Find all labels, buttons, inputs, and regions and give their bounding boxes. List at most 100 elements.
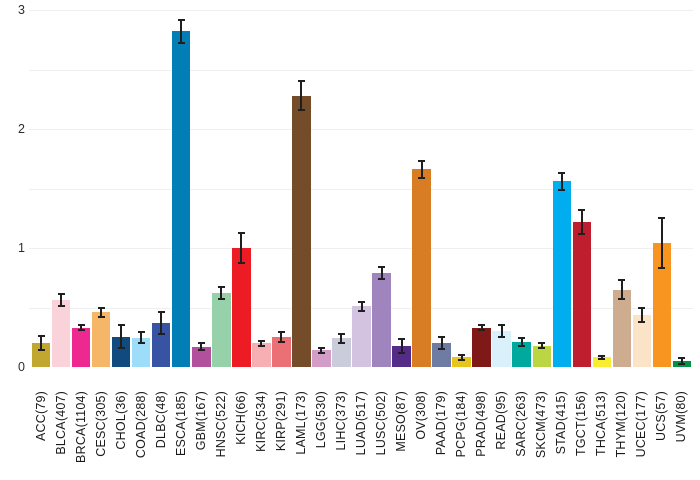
- bar-SKCM(473): [532, 345, 552, 367]
- error-bar-cap: [277, 331, 285, 334]
- x-tick-label: GBM(167): [193, 391, 208, 451]
- error-bar-stem: [420, 161, 423, 178]
- error-bar-stem: [280, 332, 283, 342]
- error-bar-cap: [257, 344, 265, 347]
- error-bar-cap: [598, 358, 606, 361]
- error-bar-cap: [618, 298, 626, 301]
- x-tick-label: LGG(530): [313, 391, 328, 449]
- x-tick-label: LAML(173): [293, 391, 308, 455]
- x-tick-label: CESC(305): [93, 391, 108, 457]
- error-bar-cap: [117, 346, 125, 349]
- error-bar-cap: [97, 306, 105, 309]
- gridline: [29, 69, 693, 71]
- bar-GBM(167): [192, 346, 211, 367]
- error-bar-cap: [498, 336, 506, 339]
- x-tick-label: BRCA(1104): [73, 391, 88, 463]
- error-bar-cap: [157, 311, 165, 314]
- error-bar-cap: [398, 338, 406, 341]
- error-bar-stem: [460, 355, 463, 360]
- error-bar-cap: [598, 354, 606, 357]
- error-bar-cap: [578, 232, 586, 235]
- error-bar-cap: [197, 349, 205, 352]
- bar-PRAD(498): [472, 327, 491, 367]
- bar-KICH(66): [232, 248, 251, 367]
- x-tick-label: DLBC(48): [153, 391, 168, 449]
- x-tick-label: UCS(57): [654, 391, 669, 442]
- error-bar-stem: [220, 287, 223, 300]
- error-bar-cap: [618, 279, 626, 282]
- x-tick-label: THCA(513): [594, 391, 609, 457]
- bar-DLBC(48): [151, 322, 171, 367]
- x-tick-label: LIHC(373): [333, 391, 348, 451]
- error-bar-cap: [518, 337, 526, 340]
- gridline: [29, 248, 693, 249]
- bar-LUSC(502): [372, 272, 391, 367]
- error-bar-cap: [337, 342, 345, 345]
- error-bar-stem: [680, 358, 683, 364]
- error-bar-cap: [57, 293, 65, 296]
- bar-ESCA(185): [171, 31, 191, 367]
- error-bar-cap: [418, 160, 426, 163]
- error-bar-cap: [378, 277, 386, 280]
- error-bar-cap: [77, 329, 85, 332]
- error-bar-cap: [678, 357, 686, 360]
- bar-HNSC(522): [212, 293, 231, 367]
- bar-CHOL(36): [111, 336, 131, 367]
- x-tick-label: COAD(288): [133, 391, 148, 459]
- error-bar-stem: [140, 332, 143, 344]
- error-bar-stem: [200, 343, 203, 351]
- error-bar-cap: [498, 324, 506, 327]
- error-bar-cap: [378, 266, 386, 269]
- x-tick-label: OV(308): [414, 391, 429, 440]
- error-bar-cap: [358, 300, 365, 303]
- error-bar-cap: [117, 324, 125, 327]
- x-tick-label: THYM(120): [614, 391, 629, 458]
- error-bar-cap: [177, 42, 185, 45]
- error-bar-stem: [440, 337, 443, 350]
- bar-BRCA(1104): [71, 327, 91, 367]
- x-tick-label: READ(95): [494, 391, 509, 450]
- bar-THCA(513): [592, 357, 612, 367]
- error-bar-cap: [518, 344, 526, 347]
- error-bar-cap: [558, 188, 566, 191]
- error-bar-stem: [260, 340, 263, 346]
- error-bar-cap: [97, 316, 105, 319]
- bar-READ(95): [492, 331, 511, 367]
- error-bar-stem: [80, 325, 83, 331]
- error-bar-cap: [217, 298, 225, 301]
- error-bar-cap: [658, 217, 666, 220]
- error-bar-stem: [520, 338, 523, 346]
- error-bar-cap: [638, 320, 646, 323]
- error-bar-stem: [180, 19, 183, 44]
- error-bar-stem: [40, 336, 42, 351]
- error-bar-cap: [418, 176, 426, 179]
- bar-LIHC(373): [332, 338, 351, 367]
- error-bar-cap: [157, 332, 165, 335]
- error-bar-cap: [317, 351, 325, 354]
- error-bar-stem: [100, 307, 103, 318]
- x-tick-label: PCPG(184): [454, 391, 469, 458]
- error-bar-cap: [478, 324, 486, 327]
- x-tick-label: ACC(79): [33, 391, 48, 442]
- error-bar-cap: [257, 339, 265, 342]
- error-bar-cap: [578, 208, 586, 211]
- bar-KIRP(291): [272, 337, 291, 367]
- bar-LAML(173): [292, 95, 311, 367]
- error-bar-cap: [317, 346, 325, 349]
- bar-BLCA(407): [51, 300, 71, 367]
- error-bar-stem: [320, 347, 323, 353]
- x-tick-label: STAD(415): [554, 391, 569, 455]
- error-bar-stem: [60, 294, 63, 307]
- bar-PAAD(179): [432, 343, 451, 367]
- x-tick-label: PRAD(498): [474, 391, 489, 457]
- gridline: [29, 129, 693, 130]
- bar-THYM(120): [612, 289, 632, 367]
- error-bar-stem: [360, 301, 363, 312]
- error-bar-stem: [540, 343, 543, 348]
- error-bar-cap: [638, 306, 646, 309]
- bar-OV(308): [412, 169, 431, 367]
- x-tick-label: KIRC(534): [253, 391, 268, 452]
- error-bar-cap: [438, 336, 446, 339]
- error-bar-cap: [358, 310, 365, 313]
